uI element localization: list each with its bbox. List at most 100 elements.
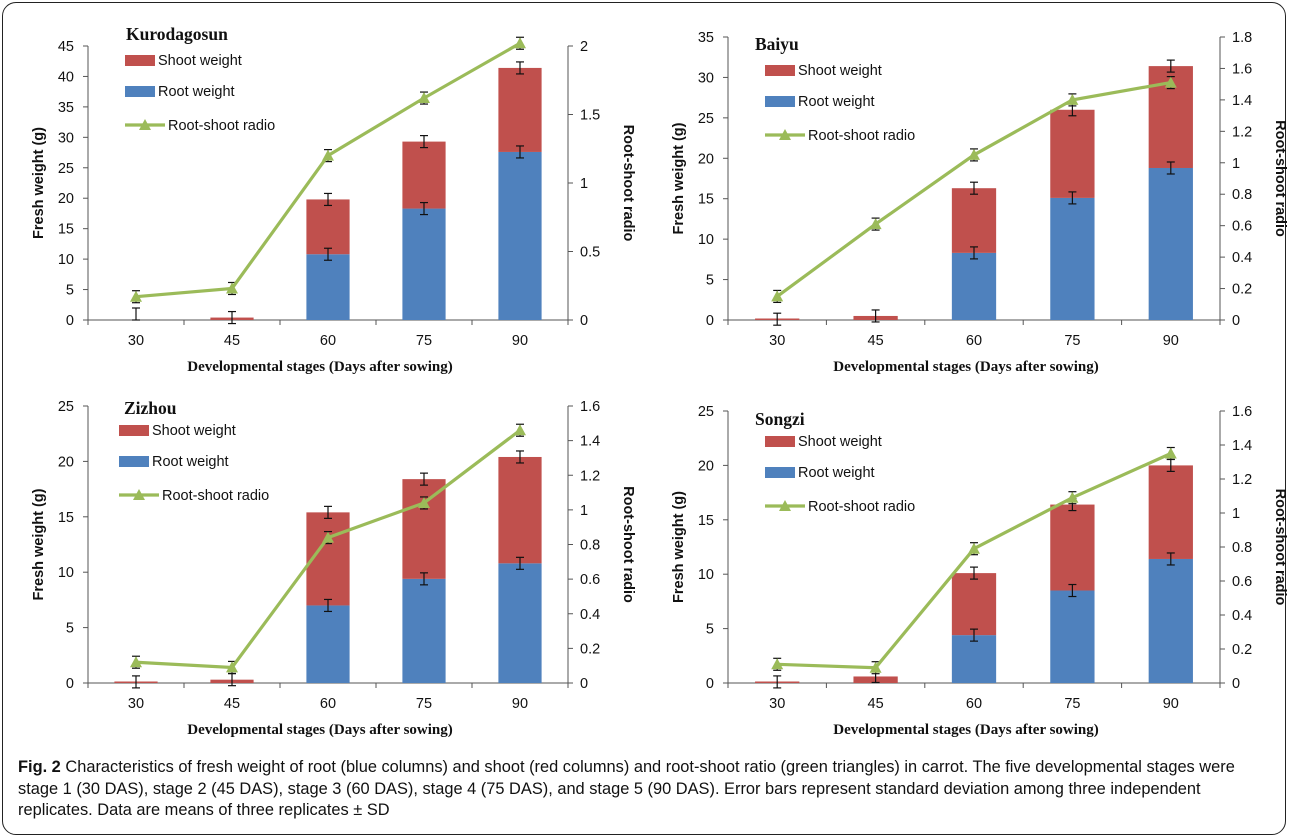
shoot-weight-bar <box>951 188 997 253</box>
shoot-weight-bar <box>402 479 446 579</box>
legend-ratio-label: Root-shoot radio <box>162 488 269 504</box>
root-weight-bar <box>1050 197 1095 320</box>
legend-root-swatch <box>125 86 155 97</box>
legend-ratio-marker <box>139 119 151 130</box>
x-tick-label: 60 <box>320 333 336 349</box>
y2-axis-title: Root-shoot radio <box>1272 120 1288 237</box>
shoot-weight-bar <box>402 141 446 209</box>
y2-axis-title: Root-shoot radio <box>620 486 636 603</box>
x-tick-label: 75 <box>416 333 432 349</box>
y2-tick-label: 1.6 <box>580 399 600 415</box>
y-tick-label: 15 <box>698 513 714 529</box>
legend-ratio-marker <box>779 129 791 140</box>
chart-songzi: 0 5 10 15 20 25 0 0.2 0.4 0.6 0.8 1 1.2 1.4 1.6 30 45 60 7… <box>671 404 1288 738</box>
x-tick-label: 90 <box>1163 333 1179 349</box>
legend-ratio-label: Root-shoot radio <box>808 499 915 515</box>
shoot-weight-bar <box>498 67 542 152</box>
y-tick-label: 30 <box>58 130 74 146</box>
legend-shoot-swatch <box>765 436 795 447</box>
legend-root-swatch <box>119 456 149 467</box>
legend-ratio-marker <box>779 500 791 511</box>
y-tick-label: 0 <box>706 313 714 329</box>
shoot-weight-bar <box>1050 109 1095 198</box>
y2-tick-label: 2 <box>580 39 588 55</box>
root-shoot-ratio-point <box>869 218 882 230</box>
y-tick-label: 15 <box>58 222 74 238</box>
root-weight-bar <box>1050 590 1095 683</box>
shoot-weight-bar <box>498 456 542 564</box>
legend-shoot-label: Shoot weight <box>152 423 236 439</box>
y2-tick-label: 0.6 <box>1232 574 1252 590</box>
y2-tick-label: 0 <box>580 313 588 329</box>
y2-tick-label: 1.2 <box>580 468 600 484</box>
y2-tick-label: 1 <box>1232 506 1240 522</box>
root-weight-bar <box>1148 167 1193 320</box>
legend-shoot-label: Shoot weight <box>798 434 882 450</box>
root-shoot-ratio-point <box>514 424 526 436</box>
x-axis-title: Developmental stages (Days after sowing) <box>187 359 453 375</box>
figure-caption: Fig. 2 Characteristics of fresh weight o… <box>18 757 1273 822</box>
y2-tick-label: 1.2 <box>1232 472 1252 488</box>
y-tick-label: 10 <box>58 252 74 268</box>
x-tick-label: 45 <box>224 333 240 349</box>
caption-text: Characteristics of fresh weight of root … <box>18 758 1235 819</box>
root-weight-bar <box>306 254 350 320</box>
root-shoot-ratio-point <box>1066 93 1079 105</box>
legend-root-label: Root weight <box>152 454 229 470</box>
y-tick-label: 15 <box>698 192 714 208</box>
root-shoot-ratio-point <box>771 658 784 670</box>
root-shoot-ratio-point <box>968 148 980 160</box>
x-tick-label: 60 <box>966 696 982 712</box>
y2-tick-label: 0.6 <box>1232 219 1252 235</box>
y2-tick-label: 1.2 <box>1232 124 1252 140</box>
root-shoot-ratio-point <box>968 542 980 554</box>
legend-shoot-swatch <box>119 425 149 436</box>
chart-kurodagosun: 0 5 10 15 20 25 30 35 40 45 0 0.5 1 1.5 2 30 45 60 75 90 Kur… <box>31 24 636 375</box>
y-tick-label: 5 <box>706 622 714 638</box>
y2-tick-label: 0.8 <box>1232 187 1252 203</box>
root-shoot-ratio-point <box>322 531 334 543</box>
x-axis-title: Developmental stages (Days after sowing) <box>833 722 1099 738</box>
y2-tick-label: 0.4 <box>1232 608 1252 624</box>
y2-tick-label: 0.8 <box>580 538 600 554</box>
y-axis-title: Fresh weight (g) <box>671 122 687 234</box>
root-shoot-ratio-point <box>1164 447 1177 459</box>
y-tick-label: 35 <box>698 30 714 46</box>
y2-tick-label: 0.5 <box>580 245 600 261</box>
root-shoot-ratio-point <box>869 661 882 673</box>
root-weight-bar <box>1148 558 1193 683</box>
legend-root-swatch <box>765 96 795 107</box>
root-shoot-ratio-point <box>771 290 784 302</box>
y2-axis-title: Root-shoot radio <box>1272 489 1288 606</box>
x-tick-label: 90 <box>512 696 528 712</box>
y-tick-label: 45 <box>58 39 74 55</box>
x-tick-label: 30 <box>128 696 144 712</box>
x-tick-label: 75 <box>1064 696 1080 712</box>
y2-tick-label: 0.2 <box>1232 642 1252 658</box>
y2-tick-label: 1.6 <box>1232 404 1252 420</box>
y-tick-label: 0 <box>66 313 74 329</box>
y2-tick-label: 1.6 <box>1232 61 1252 77</box>
root-shoot-ratio-point <box>130 656 142 668</box>
y-tick-label: 25 <box>698 111 714 127</box>
y2-tick-label: 0.8 <box>1232 540 1252 556</box>
y2-axis-title: Root-shoot radio <box>620 125 636 242</box>
legend-shoot-label: Shoot weight <box>798 63 882 79</box>
x-axis-title: Developmental stages (Days after sowing) <box>833 359 1099 375</box>
y-tick-label: 20 <box>698 151 714 167</box>
y-tick-label: 10 <box>698 232 714 248</box>
shoot-weight-bar <box>1050 504 1095 591</box>
y-tick-label: 35 <box>58 100 74 116</box>
y2-tick-label: 1.4 <box>1232 93 1252 109</box>
chart-title: Zizhou <box>124 398 177 418</box>
y2-tick-label: 0.2 <box>1232 282 1252 298</box>
y-tick-label: 0 <box>706 676 714 692</box>
chart-title: Kurodagosun <box>126 24 228 44</box>
y2-tick-label: 0.2 <box>580 641 600 657</box>
legend-ratio-label: Root-shoot radio <box>168 118 275 134</box>
root-weight-bar <box>498 563 542 683</box>
caption-label: Fig. 2 <box>18 758 61 776</box>
x-tick-label: 45 <box>224 696 240 712</box>
y-tick-label: 20 <box>58 191 74 207</box>
legend-shoot-swatch <box>125 55 155 66</box>
